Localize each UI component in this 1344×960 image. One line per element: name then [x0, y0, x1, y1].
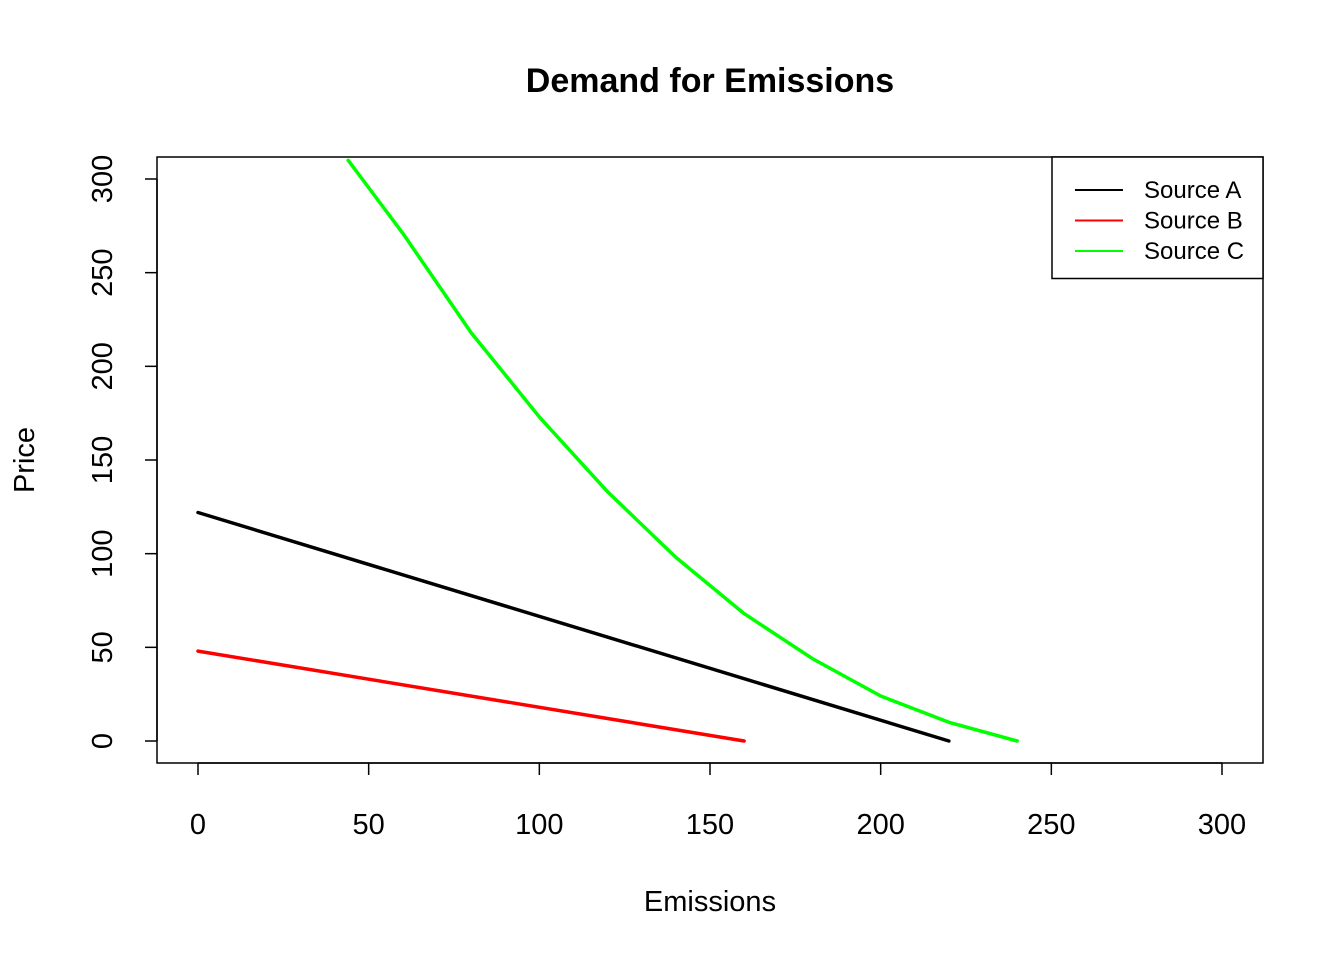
x-tick-label: 100 [515, 809, 563, 841]
legend-label-source-a: Source A [1144, 177, 1241, 204]
y-axis-label: Price [9, 427, 41, 493]
x-axis: 0 50 100 150 200 250 300 [190, 762, 1246, 841]
legend-label-source-b: Source B [1144, 208, 1243, 235]
chart-title: Demand for Emissions [526, 62, 894, 100]
y-tick-label: 200 [87, 342, 119, 390]
x-axis-label: Emissions [644, 886, 776, 918]
y-tick-label: 250 [87, 248, 119, 296]
legend: Source A Source B Source C [1051, 156, 1264, 280]
y-tick-label: 300 [87, 155, 119, 203]
y-tick-label: 50 [87, 631, 119, 663]
series-line-source-c [346, 158, 1019, 743]
series-line-source-b [196, 649, 746, 743]
legend-label-source-c: Source C [1144, 238, 1244, 265]
series-line-source-a [196, 510, 951, 743]
x-tick-label: 200 [856, 809, 904, 841]
y-tick-label: 100 [87, 529, 119, 577]
x-tick-label: 250 [1027, 809, 1075, 841]
series-layer [196, 158, 1019, 743]
x-tick-label: 50 [353, 809, 385, 841]
x-tick-label: 0 [190, 809, 206, 841]
y-tick-label: 0 [87, 733, 119, 749]
y-tick-label: 150 [87, 436, 119, 484]
legend-box [1051, 156, 1264, 280]
y-axis: 0 50 100 150 200 250 300 [87, 155, 158, 749]
x-tick-label: 150 [686, 809, 734, 841]
x-tick-label: 300 [1198, 809, 1246, 841]
